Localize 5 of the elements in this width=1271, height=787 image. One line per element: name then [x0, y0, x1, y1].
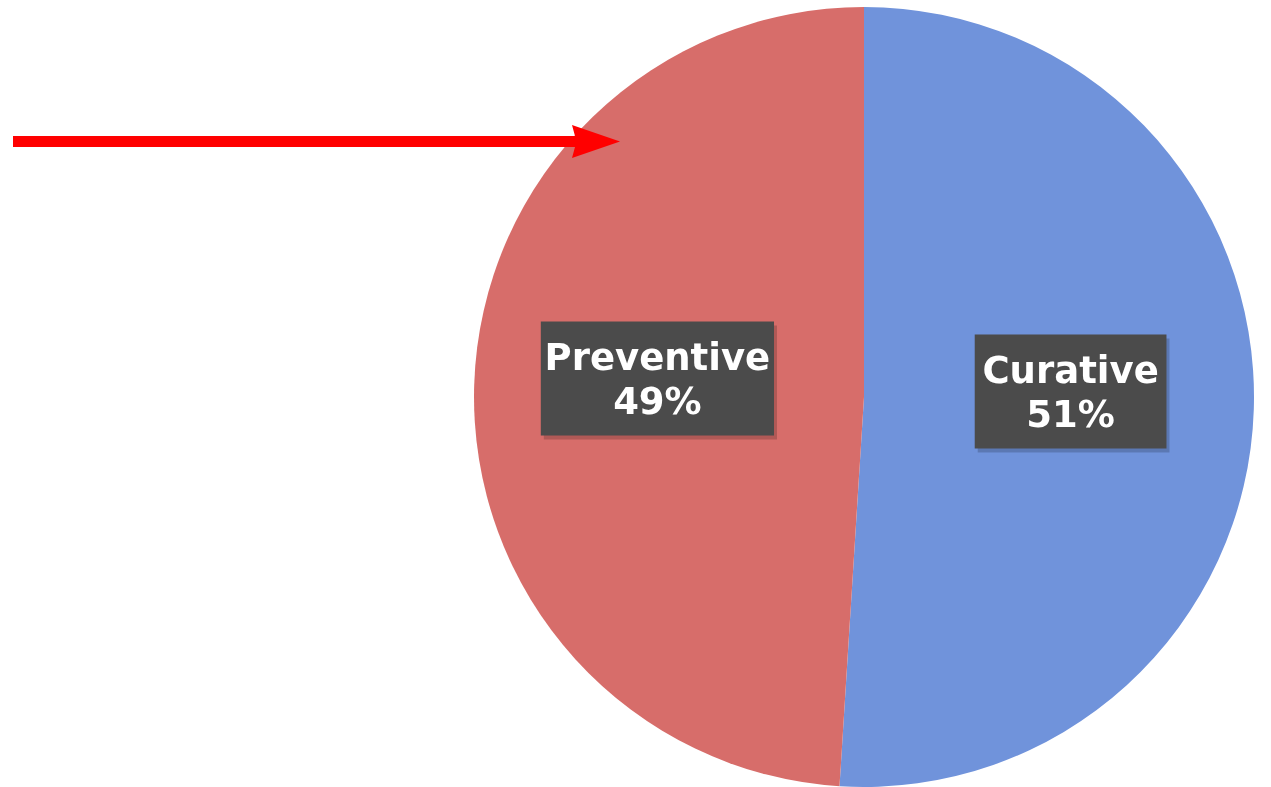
- slice-label: Curative: [982, 348, 1159, 392]
- pie-slice: [839, 7, 1254, 787]
- data-label: 51%: [1026, 392, 1115, 436]
- slice-label: Preventive: [544, 335, 771, 379]
- data-label: 49%: [613, 379, 702, 423]
